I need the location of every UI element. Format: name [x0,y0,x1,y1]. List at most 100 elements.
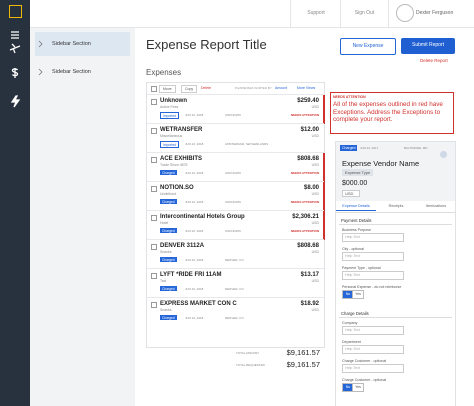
expense-date: JUN 22, 2018 [185,200,204,204]
checkbox[interactable] [151,273,157,279]
text-input[interactable]: Help Text [342,326,404,335]
expense-row[interactable]: LYFT *RIDE FRI 11AM Taxi $13.17 USD Charged J… [147,268,324,298]
delete-link[interactable]: Delete Report [420,58,448,63]
status-tag: Charged [160,170,177,175]
expense-currency: USD [311,221,319,225]
sidebar: Sidebar Section Sidebar Section [30,28,135,406]
expense-category: Hotel [160,221,169,225]
sort-label: 8 EXPENSES SORTED BY [235,86,272,90]
bolt-icon[interactable] [10,95,21,108]
expense-name: NOTION.SO [160,185,194,191]
expense-row[interactable]: ACE EXHIBITS Trade Show 4875 $808.68 USD Cha… [147,152,325,182]
expense-currency: USD [311,134,319,138]
field-label: City - optional [342,247,364,251]
plane-icon[interactable] [9,43,21,54]
expense-amount: $13.17 [300,272,319,278]
expense-row[interactable]: Intercontinental Hotels Group Hotel $2,306… [147,210,325,240]
status-tag: Charged [340,145,358,151]
section-title: Charge Details [341,311,369,316]
delete-button[interactable]: Delete [201,86,212,90]
alert-title: NEEDS ATTENTION [333,95,366,99]
checkbox[interactable] [151,157,157,163]
expense-amount: $2,306.21 [292,214,319,220]
text-input[interactable]: Help Text [342,345,404,354]
divider [340,0,341,27]
attention-bar [323,153,325,182]
expense-location: AMSTERDAM, NETHERLANDS [225,142,269,146]
text-input[interactable]: Help Text [342,252,404,261]
sort-field[interactable]: Amount [275,86,288,90]
expense-category: Trade Show 4875 [160,163,188,167]
copy-button[interactable]: Copy [181,85,198,93]
expense-category: Active Fees [160,105,179,109]
attention-bar [323,211,325,240]
dollar-icon[interactable] [11,68,19,78]
sidebar-item[interactable]: Sidebar Section [52,69,91,75]
total-value: $9,161.57 [286,348,320,357]
expense-row[interactable]: WETRANSFER Miscellaneous $12.00 USD Imported… [147,123,324,153]
attention-bar [323,182,325,211]
text-input[interactable]: Help Text [342,364,404,373]
logo[interactable] [9,5,22,18]
expense-row[interactable]: Unknown Active Fees $259.40 USD Imported JUN … [147,94,325,124]
status-tag: Charged [160,257,177,262]
checkbox[interactable] [151,302,157,308]
expense-date: JUN 22, 2018 [185,316,204,320]
checkbox[interactable] [151,128,157,134]
expense-list: Move Copy Delete 8 EXPENSES SORTED BY Am… [146,82,325,348]
type-select[interactable]: Expense Type [342,169,374,176]
expense-location: DENVER, CO [225,316,244,320]
expense-name: DENVER 3112A [160,243,205,249]
tab[interactable]: Expense Details [336,204,376,211]
tab[interactable]: Itemizations [425,204,447,208]
currency-select[interactable]: USD [342,190,361,197]
toggle-option[interactable]: Yes [352,383,364,392]
section-title: Expenses [146,68,182,77]
nav-link[interactable]: Sign Out [354,10,375,16]
checkbox[interactable] [151,86,157,92]
more-views[interactable]: More Views [297,86,316,90]
status-tag: Charged [160,199,177,204]
expense-amount: $8.00 [303,185,319,191]
tab[interactable]: Receipts [388,204,404,208]
expense-amount: $808.68 [297,156,319,162]
checkbox[interactable] [151,99,157,105]
sidebar-item[interactable]: Sidebar Section [52,41,91,47]
tab-rule [336,212,455,213]
attention-label: NEEDS ATTENTION [290,171,319,175]
toggle-option[interactable]: Yes [352,290,364,299]
new-expense-button[interactable]: New Expense [340,38,396,55]
checkbox[interactable] [151,244,157,250]
expense-row[interactable]: NOTION.SO Undefined $8.00 USD Charged JUN 22,… [147,181,325,211]
field-label: Payment Type - optional [342,266,381,270]
text-input[interactable]: Help Text [342,271,404,280]
expense-date: JUN 22, 2018 [185,258,204,262]
status-tag: Imported [160,141,180,148]
expense-row[interactable]: DENVER 3112A Snacks $808.68 USD Charged JUN 2… [147,239,324,269]
move-button[interactable]: Move [159,85,176,93]
user-name[interactable]: Dexter Ferguson [416,10,454,16]
expense-name: Intercontinental Hotels Group [160,214,245,220]
toggle-icon[interactable] [440,151,447,158]
nav-link[interactable]: Support [307,10,325,16]
expense-date: JUN 22, 2018 [185,113,204,117]
section-title: Payment Details [341,218,372,223]
expense-currency: USD [311,308,319,312]
checkbox[interactable] [151,186,157,192]
sidebar-item-active[interactable] [35,32,130,56]
expense-row[interactable]: EXPRESS MARKET CON C Snacks $18.92 USD Charg… [147,297,324,327]
detail-location: BALTIMORE, MD [404,146,428,150]
submit-button[interactable]: Submit Report [401,38,455,54]
menu-icon[interactable] [11,31,19,39]
expense-amount: $259.40 [297,98,319,104]
expense-location: UNKNOWN [225,200,241,204]
detail-amount: $000.00 [342,180,368,187]
divider [388,0,389,27]
alert-text: All of the expenses outlined in red have… [333,101,443,123]
checkbox[interactable] [151,215,157,221]
field-label: Charge Customer - optional [342,378,387,382]
text-input[interactable]: Help Text [342,233,404,242]
total-value: $9,161.57 [286,360,320,369]
chevrons [38,40,43,76]
avatar[interactable] [396,4,414,22]
